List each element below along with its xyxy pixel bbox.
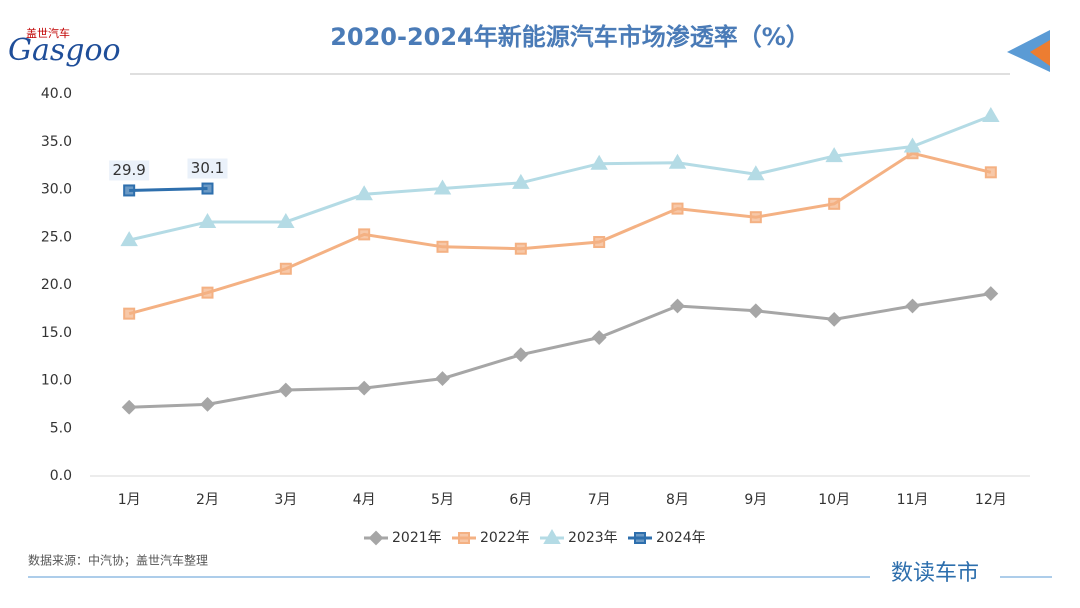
data-label: 30.1	[191, 159, 224, 177]
marker	[828, 197, 841, 210]
x-tick-label: 8月	[666, 492, 689, 508]
marker	[278, 382, 294, 398]
y-tick-label: 35.0	[41, 134, 72, 150]
y-tick-label: 0.0	[50, 468, 72, 484]
marker	[121, 399, 137, 415]
label-box	[187, 158, 228, 179]
marker	[513, 347, 529, 363]
marker	[201, 182, 214, 195]
marker	[748, 303, 764, 319]
x-tick-label: 3月	[274, 492, 297, 508]
marker	[436, 240, 449, 253]
marker	[984, 166, 997, 179]
series	[121, 286, 999, 415]
x-tick-label: 6月	[509, 492, 532, 508]
marker	[201, 286, 214, 299]
marker	[355, 185, 373, 201]
marker	[512, 173, 530, 189]
y-tick-label: 25.0	[41, 229, 72, 245]
legend-label: 2023年	[568, 530, 618, 546]
marker	[903, 137, 922, 153]
marker	[514, 242, 527, 255]
marker	[458, 532, 470, 544]
marker	[668, 153, 687, 169]
y-tick-label: 20.0	[41, 277, 72, 293]
legend-label: 2024年	[656, 530, 706, 546]
label-box	[109, 160, 150, 181]
x-tick-label: 4月	[353, 492, 376, 508]
marker	[982, 106, 1000, 122]
marker	[433, 179, 452, 195]
marker	[591, 330, 607, 345]
marker	[905, 298, 920, 314]
marker	[356, 380, 372, 396]
marker	[825, 147, 843, 163]
series-line	[129, 292, 992, 409]
series-line	[128, 151, 992, 316]
marker	[123, 184, 136, 197]
brand-name: 盖世汽车	[26, 26, 70, 40]
source-note: 数据来源：中汽协；盖世汽车整理	[28, 553, 208, 568]
y-tick-label: 40.0	[41, 86, 72, 102]
marker	[747, 165, 765, 181]
brand-logo: Gasgoo	[8, 33, 121, 68]
x-tick-label: 2月	[196, 492, 219, 508]
marker	[983, 286, 999, 302]
series-line	[128, 114, 992, 242]
marker	[826, 311, 842, 327]
footer-brand: 数读车市	[891, 561, 979, 586]
series	[123, 147, 997, 320]
marker	[277, 212, 295, 228]
marker	[120, 231, 138, 247]
marker	[435, 371, 450, 387]
y-tick-label: 10.0	[41, 373, 72, 389]
x-tick-label: 12月	[975, 492, 1007, 508]
marker	[634, 532, 646, 544]
marker	[543, 529, 561, 544]
marker	[749, 211, 762, 224]
x-tick-label: 7月	[588, 492, 611, 508]
series: 29.9 30.1	[109, 158, 228, 197]
series	[120, 106, 1000, 247]
marker	[670, 298, 685, 314]
legend-label: 2021年	[392, 530, 442, 546]
series-line	[129, 187, 208, 192]
marker	[123, 307, 136, 320]
corner-icon	[1030, 40, 1050, 66]
y-tick-label: 15.0	[41, 325, 72, 341]
marker	[358, 228, 371, 241]
marker	[279, 262, 292, 275]
x-tick-label: 9月	[744, 492, 767, 508]
marker	[593, 236, 606, 249]
marker	[590, 154, 608, 170]
marker	[200, 396, 215, 412]
x-tick-label: 1月	[118, 492, 141, 508]
legend-label: 2022年	[480, 530, 530, 546]
y-tick-label: 30.0	[41, 182, 72, 198]
marker	[671, 202, 684, 215]
y-tick-label: 5.0	[50, 420, 72, 436]
corner-icon	[1007, 30, 1050, 72]
data-label: 29.9	[112, 161, 145, 179]
marker	[368, 530, 384, 546]
x-tick-label: 10月	[818, 492, 850, 508]
x-tick-label: 11月	[897, 492, 929, 508]
chart-title: 2020-2024年新能源汽车市场渗透率（%）	[330, 23, 810, 51]
marker	[198, 212, 217, 228]
x-tick-label: 5月	[431, 492, 454, 508]
